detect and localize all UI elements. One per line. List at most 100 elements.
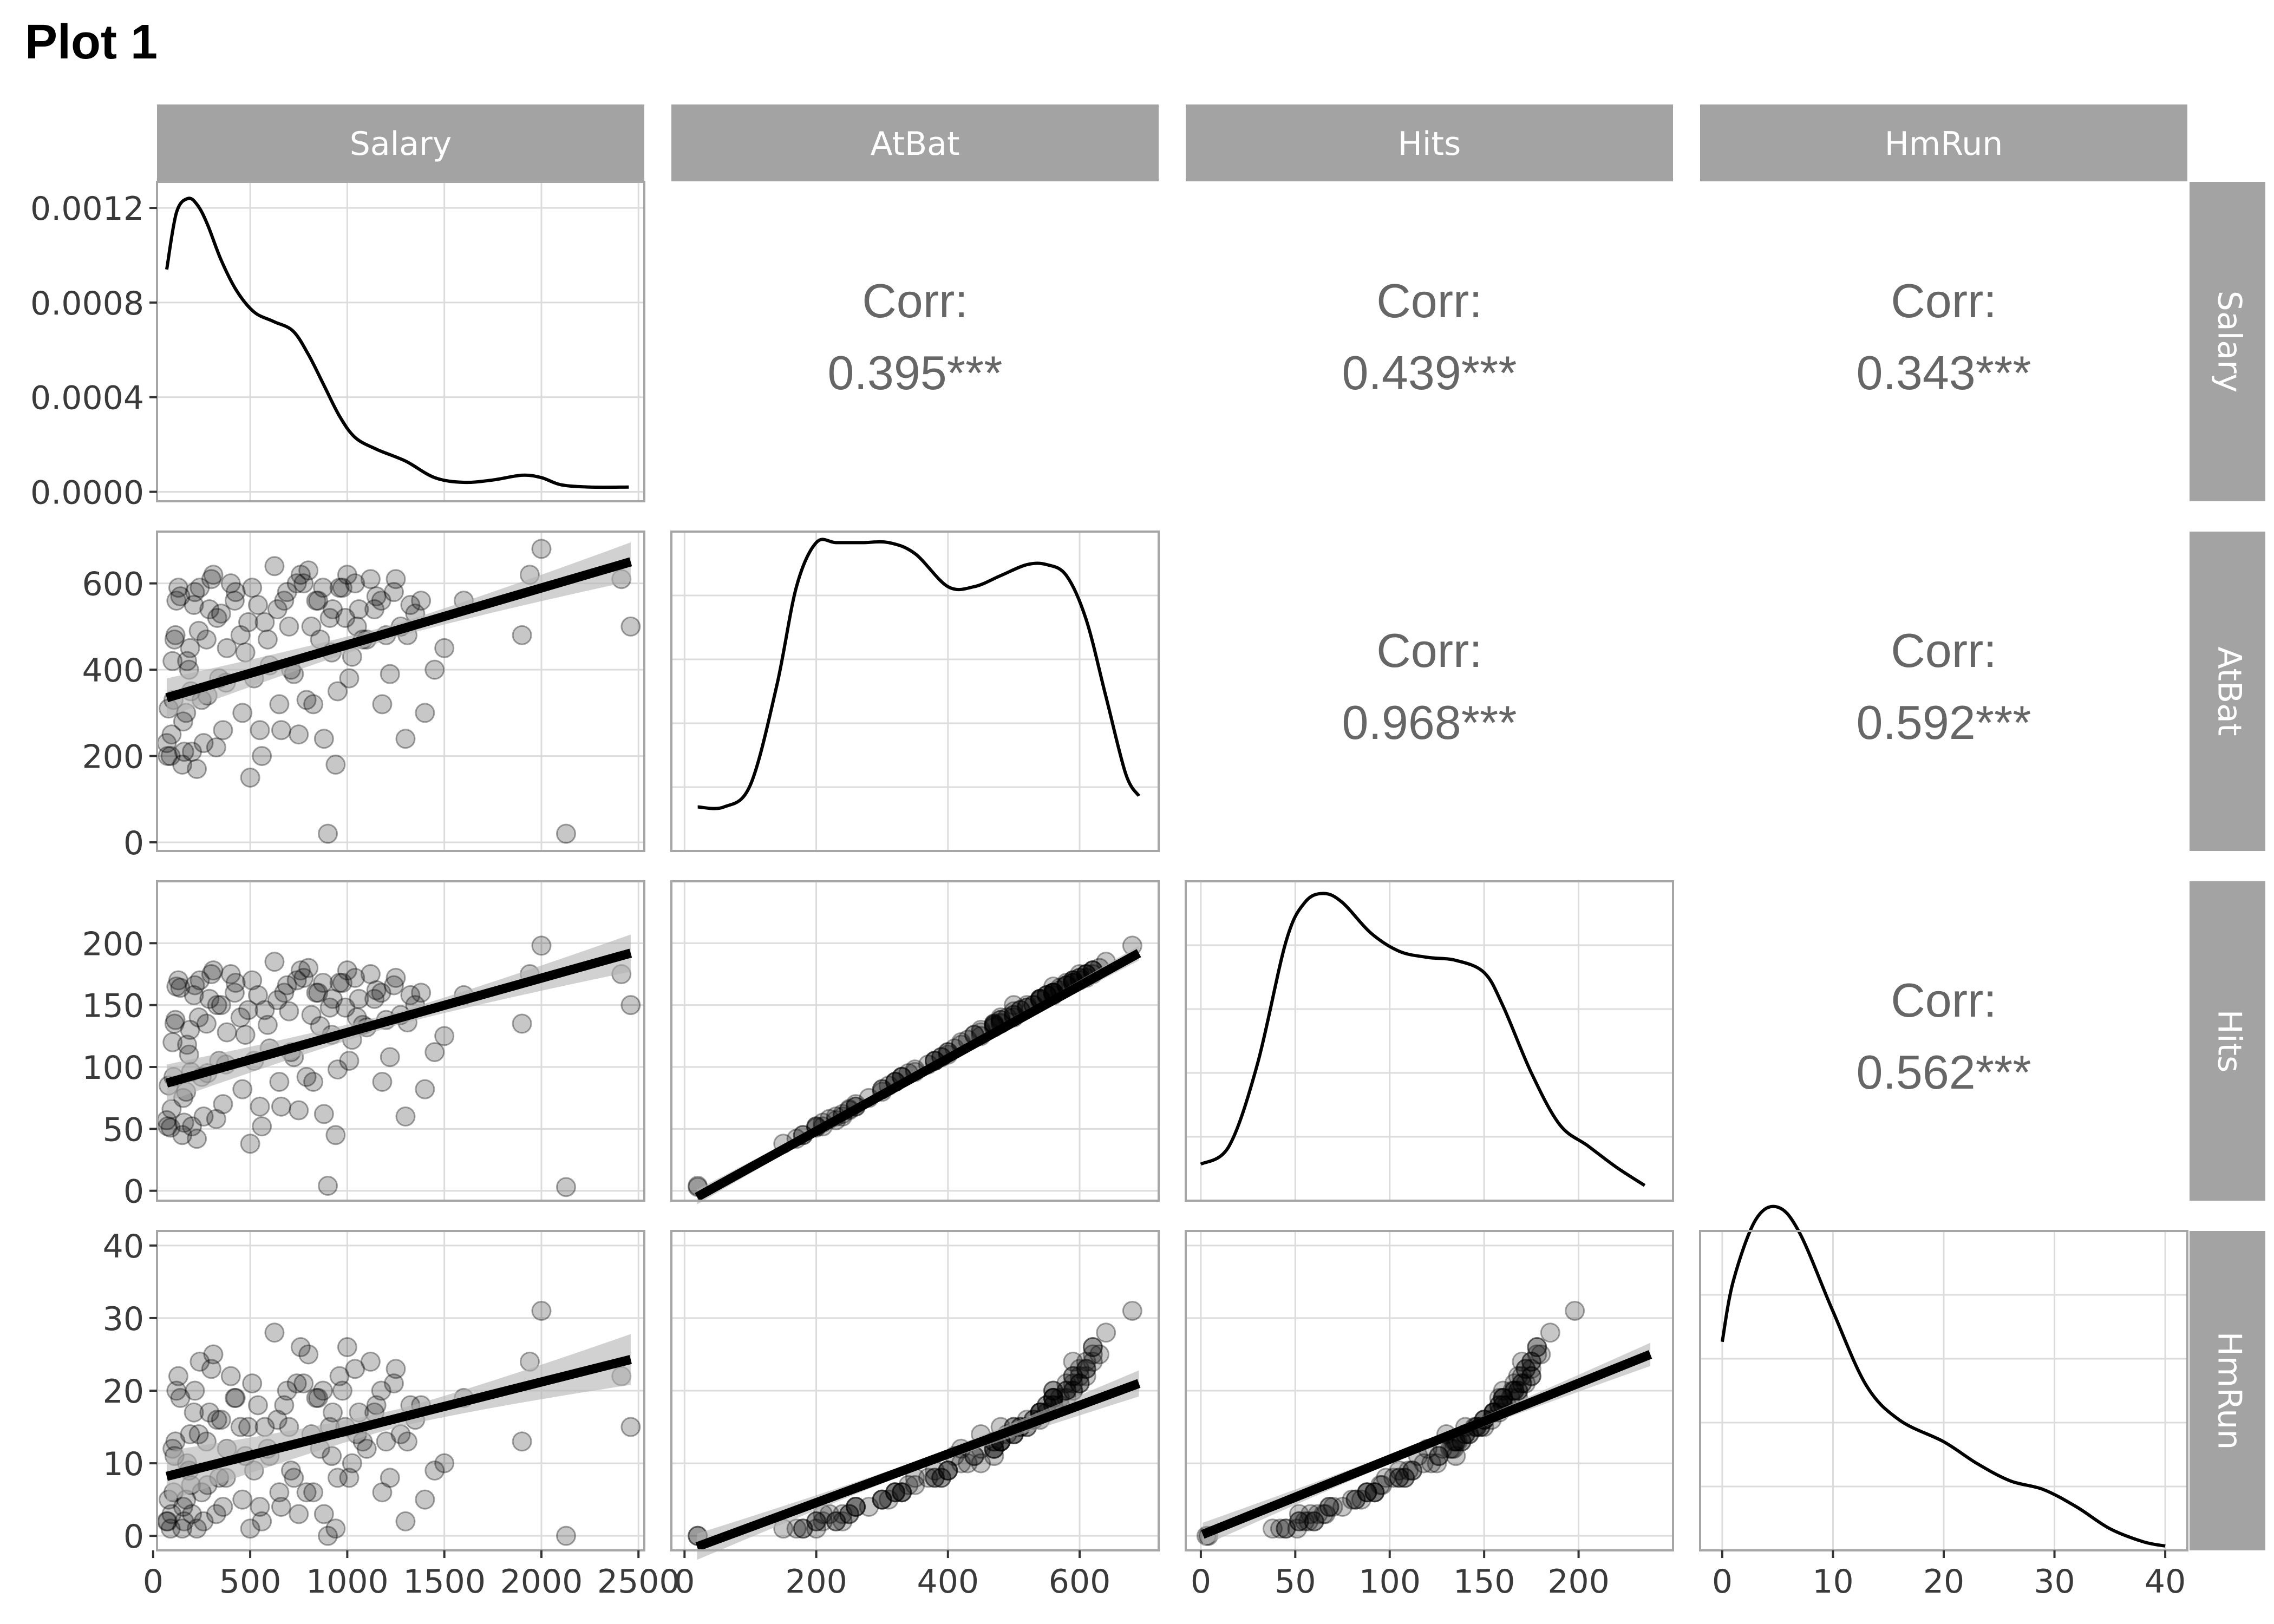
scatter-point bbox=[1076, 1359, 1096, 1379]
y-tick-label: 200 bbox=[82, 738, 144, 776]
scatter-point bbox=[308, 1387, 329, 1408]
x-tick-label: 1500 bbox=[403, 1563, 486, 1601]
y-tick-label: 0 bbox=[123, 824, 144, 862]
scatter-point bbox=[931, 1468, 952, 1488]
scatter-point bbox=[327, 1468, 348, 1488]
scatter-point bbox=[1521, 1351, 1541, 1372]
scatter-point bbox=[187, 759, 207, 780]
x-tick-label: 0 bbox=[1712, 1563, 1733, 1601]
x-axis-hits: 0 50 100 150 200 bbox=[1191, 1550, 1610, 1601]
scatter-point bbox=[971, 1453, 991, 1474]
x-tick-label: 150 bbox=[1453, 1563, 1515, 1601]
scatter-point bbox=[1493, 1387, 1513, 1408]
scatter-point bbox=[201, 569, 221, 590]
scatter-point bbox=[274, 983, 295, 1003]
scatter-point bbox=[206, 737, 226, 758]
scatter-point bbox=[174, 1511, 194, 1531]
scatter-point bbox=[1504, 1380, 1525, 1401]
scatter-point bbox=[415, 1079, 435, 1099]
scatter-point bbox=[271, 1497, 291, 1517]
scatter-point bbox=[298, 1344, 319, 1365]
scatter-point bbox=[1364, 1482, 1385, 1503]
scatter-point bbox=[434, 1026, 455, 1046]
density-curve-salary bbox=[165, 197, 629, 489]
corr-value: 0.395*** bbox=[828, 346, 1003, 400]
scatter-point bbox=[158, 1116, 178, 1137]
scatter-point bbox=[184, 985, 204, 1005]
scatter-point bbox=[345, 1359, 365, 1379]
scatter-point bbox=[177, 1034, 198, 1055]
panel-atbat-atbat bbox=[670, 531, 1160, 852]
top-strip-hits: Hits bbox=[1186, 104, 1673, 181]
y-tick-label: 0 bbox=[123, 1173, 144, 1211]
scatter-point bbox=[211, 1410, 231, 1430]
scatter-point bbox=[1515, 1359, 1536, 1379]
scatter-point bbox=[332, 1380, 352, 1401]
scatter-point bbox=[898, 1475, 919, 1495]
corr-label: Corr: bbox=[1891, 624, 1997, 677]
scatter-point bbox=[201, 964, 221, 985]
scatter-point bbox=[172, 1125, 193, 1145]
scatter-point bbox=[158, 1511, 178, 1531]
scatter-point bbox=[383, 975, 404, 996]
scatter-point bbox=[161, 1504, 182, 1524]
scatter-point bbox=[383, 582, 404, 603]
scatter-point bbox=[1428, 1446, 1449, 1466]
scatter-point bbox=[424, 1461, 445, 1481]
scatter-point bbox=[207, 607, 227, 628]
scatter-point bbox=[325, 1518, 346, 1539]
scatter-point bbox=[160, 746, 181, 767]
scatter-point bbox=[1489, 1387, 1510, 1408]
scatter-point bbox=[813, 1511, 833, 1531]
scatter-point bbox=[306, 1387, 326, 1408]
scatter-point bbox=[1357, 1482, 1377, 1503]
scatter-point bbox=[232, 1079, 253, 1099]
scatter-point bbox=[164, 629, 185, 650]
scatter-point bbox=[1308, 1504, 1328, 1524]
scatter-point bbox=[252, 1511, 272, 1531]
scatter-point bbox=[303, 1482, 324, 1503]
scatter-point bbox=[172, 1518, 193, 1539]
right-strip-hits: Hits bbox=[2190, 881, 2265, 1201]
scatter-point bbox=[247, 1395, 268, 1416]
scatter-point bbox=[290, 1337, 311, 1358]
x-tick-label: 0 bbox=[1191, 1563, 1211, 1601]
x-axis-hmrun: 0 10 20 30 40 bbox=[1712, 1550, 2186, 1601]
y-tick-label: 0 bbox=[123, 1518, 144, 1556]
scatter-point bbox=[984, 1446, 1004, 1466]
scatter-point bbox=[366, 980, 387, 1000]
scatter-point bbox=[376, 1431, 396, 1452]
scatter-point bbox=[313, 1104, 334, 1124]
scatter-point bbox=[806, 1511, 827, 1531]
scatter-point bbox=[220, 1366, 241, 1386]
scatter-point bbox=[211, 995, 231, 1016]
scatter-point bbox=[327, 681, 348, 702]
panel-hits-hmrun: Corr: 0.562*** bbox=[1857, 973, 2031, 1099]
scatter-point bbox=[319, 607, 340, 628]
panel-grid: Salary AtBat Hits HmRun Salary AtBat Hits HmRun… bbox=[30, 104, 2265, 1601]
regression-line bbox=[165, 1355, 632, 1481]
scatter-point bbox=[957, 1453, 978, 1474]
scatter-point bbox=[187, 1518, 207, 1539]
scatter-point bbox=[327, 1059, 348, 1080]
scatter-point bbox=[329, 1366, 350, 1386]
scatter-point bbox=[232, 703, 253, 723]
scatter-point bbox=[160, 1518, 181, 1539]
scatter-point bbox=[240, 1134, 260, 1154]
scatter-point bbox=[184, 595, 204, 615]
y-tick-label: 20 bbox=[103, 1373, 144, 1411]
scatter-point bbox=[360, 1351, 381, 1372]
scatter-point bbox=[308, 591, 329, 611]
scatter-point bbox=[1531, 1344, 1551, 1365]
scatter-point bbox=[168, 578, 188, 598]
scatter-point bbox=[556, 1525, 576, 1546]
corr-value: 0.343*** bbox=[1857, 346, 2031, 400]
scatter-point bbox=[1122, 1301, 1142, 1321]
scatter-point bbox=[296, 1482, 317, 1503]
scatter-point bbox=[306, 591, 326, 611]
scatter-point bbox=[323, 1402, 343, 1423]
scatter-point bbox=[872, 1489, 892, 1510]
corr-label: Corr: bbox=[1376, 624, 1482, 677]
scatter-point bbox=[793, 1518, 813, 1539]
right-strip-bg bbox=[2190, 532, 2265, 851]
